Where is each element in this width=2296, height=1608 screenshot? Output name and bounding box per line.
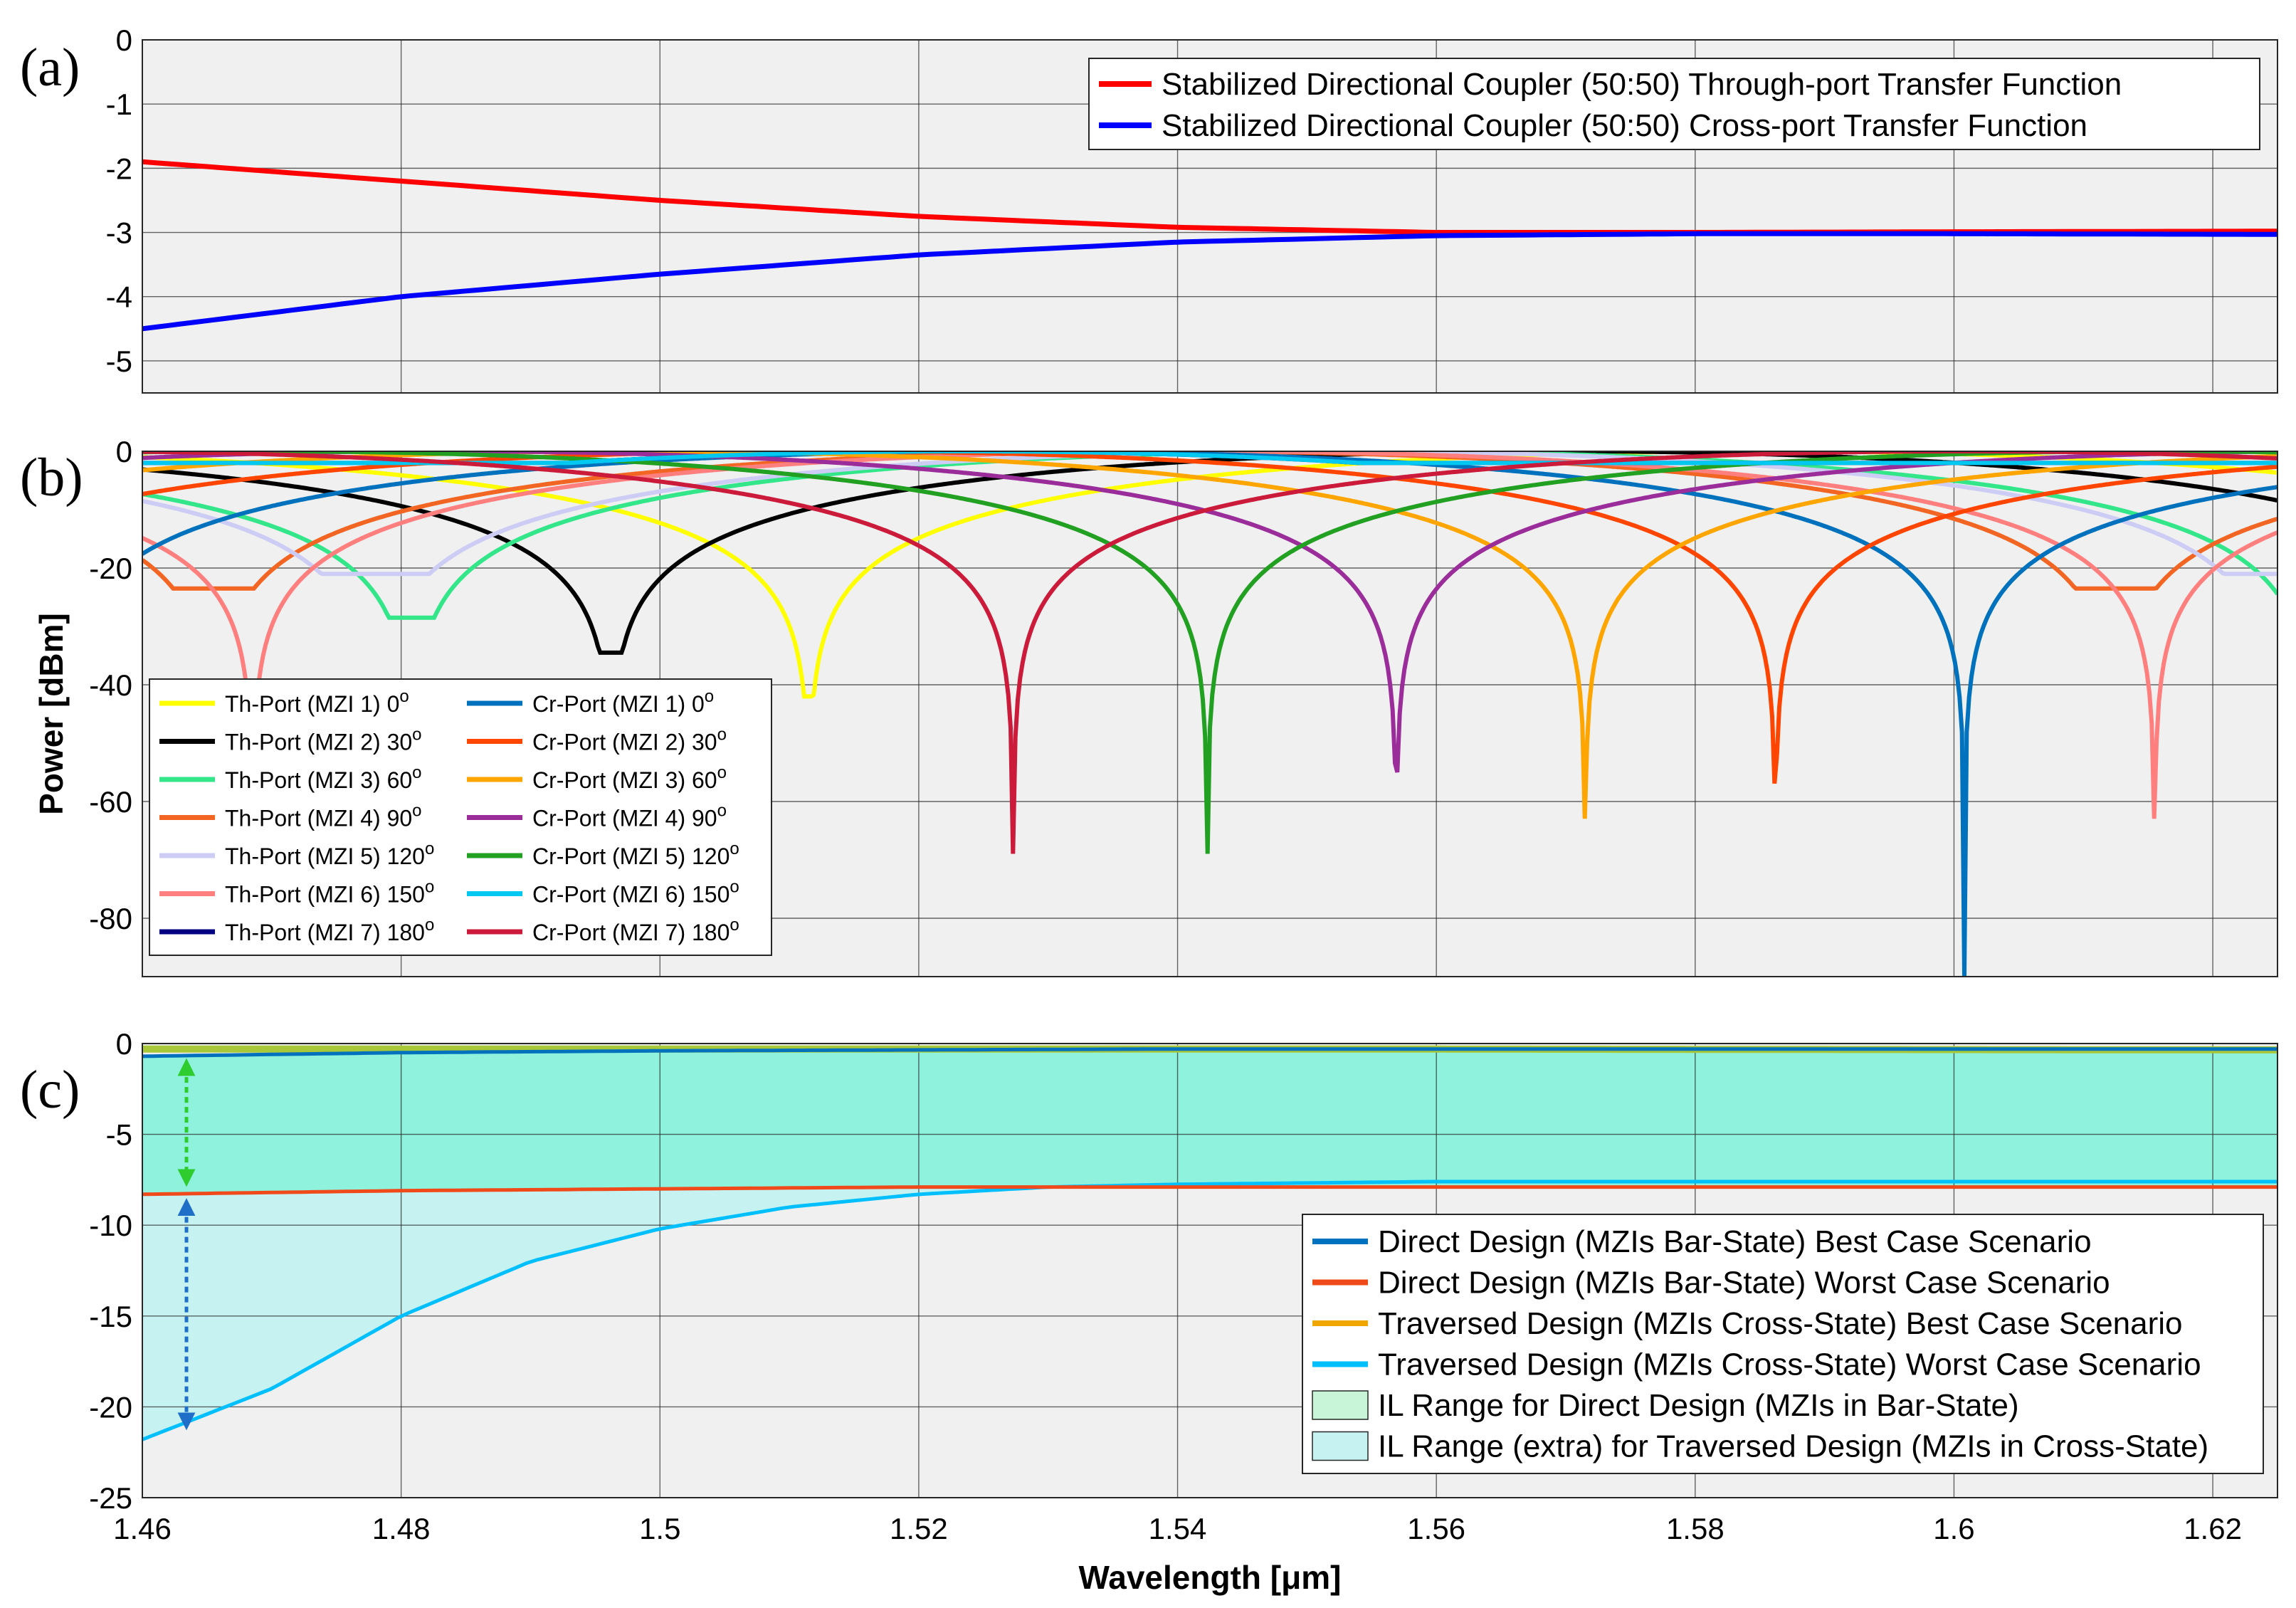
panel-c-legend-swatch (1312, 1390, 1369, 1420)
panel-b-legend-label: Cr-Port (MZI 2) 30o (532, 725, 727, 755)
panel-b-series-line (142, 451, 2277, 819)
panel-b-curves (142, 451, 2277, 977)
panel-a-ytick-label: -2 (106, 152, 132, 185)
panel-b-legend-label: Cr-Port (MZI 3) 60o (532, 763, 727, 793)
panel-c-xtick-label: 1.62 (2184, 1512, 2242, 1545)
panel-c-legend-label: IL Range for Direct Design (MZIs in Bar-… (1378, 1388, 2019, 1423)
panel-c-xtick-label: 1.52 (890, 1512, 948, 1545)
panel-b-chart: 0 -20 -40 -60 -80 Power [dBm] Th-Port (MZI 1) … (33, 435, 2278, 977)
panel-c-legend-label: Traversed Design (MZIs Cross-State) Wors… (1378, 1347, 2201, 1382)
panel-a-axes-box (142, 39, 2278, 394)
panel-b-legend-box (149, 678, 772, 956)
panel-b-legend-label: Th-Port (MZI 1) 0o (225, 687, 409, 717)
panel-a-ytick-label: -4 (106, 280, 132, 314)
panel-b-legend-degree: o (717, 802, 727, 821)
panel-b-legend-degree: o (730, 915, 739, 935)
panel-b-legend-label: Cr-Port (MZI 1) 0o (532, 687, 714, 717)
panel-b-ytick-label: -60 (89, 785, 132, 819)
panel-c-fill-traversed-range (142, 1182, 2277, 1440)
panel-b-legend-label: Cr-Port (MZI 7) 180o (532, 915, 739, 945)
panel-label-c: (c) (20, 1060, 80, 1120)
panel-c-series-line (142, 1047, 2277, 1058)
panel-c-chart: 0 -5 -10 -15 -20 -251.46 1.48 1.5 1.52 1.54 1.56 1.… (89, 1027, 2278, 1596)
panel-c-legend-label: Direct Design (MZIs Bar-State) Worst Cas… (1378, 1266, 2110, 1300)
panel-b-legend-label: Th-Port (MZI 6) 150o (225, 878, 434, 908)
panel-c-ytick-label: 0 (116, 1027, 132, 1061)
panel-a-ytick-label: -3 (106, 216, 132, 250)
panel-b-legend-label: Th-Port (MZI 3) 60o (225, 763, 422, 793)
panel-c-ytick-label: -15 (89, 1300, 132, 1333)
panel-b-legend-degree: o (730, 878, 739, 897)
panel-c-legend-label: Traversed Design (MZIs Cross-State) Best… (1378, 1306, 2183, 1341)
panel-b-series-line (142, 451, 2277, 784)
panel-c-xtick-label: 1.5 (639, 1512, 680, 1545)
panel-b-series-line (142, 451, 2277, 854)
panel-a-legend-label: Stabilized Directional Coupler (50:50) C… (1162, 108, 2087, 143)
panel-b-legend-degree: o (412, 802, 421, 821)
panel-c-legend-label: Direct Design (MZIs Bar-State) Best Case… (1378, 1224, 2092, 1259)
panel-b-legend-degree: o (730, 839, 739, 858)
panel-c-ytick-label: -20 (89, 1390, 132, 1424)
panel-b-ytick-label: 0 (116, 435, 132, 468)
panel-c-ytick-label: -25 (89, 1481, 132, 1515)
panel-b-ytick-label: -40 (89, 668, 132, 702)
panel-b-legend-degree: o (425, 839, 434, 858)
panel-b-legend-label: Th-Port (MZI 2) 30o (225, 725, 422, 755)
panel-b-legend-degree: o (717, 763, 727, 782)
panel-a-ytick-label: 0 (116, 23, 132, 57)
panel-c-xtick-label: 1.6 (1933, 1512, 1974, 1545)
panel-b-legend-degree: o (412, 763, 421, 782)
panel-label-a: (a) (20, 38, 80, 98)
panel-b-legend-degree: o (425, 915, 434, 935)
panel-c-fill-direct-range (142, 1049, 2277, 1194)
panel-b-legend-degree: o (425, 878, 434, 897)
panel-c-legend-swatch (1312, 1431, 1369, 1461)
panel-c-axes-box (142, 1043, 2278, 1498)
panel-b-ytick-label: -20 (89, 552, 132, 585)
panel-b-legend-label: Th-Port (MZI 5) 120o (225, 839, 434, 869)
panel-b-legend-label: Th-Port (MZI 7) 180o (225, 915, 434, 945)
panel-a-legend-label: Stabilized Directional Coupler (50:50) T… (1162, 67, 2122, 102)
panel-c-xtick-label: 1.56 (1407, 1512, 1465, 1545)
panel-b-legend-degree: o (399, 687, 409, 706)
panel-b-legend-degree: o (717, 725, 727, 745)
panel-c-legend-box (1302, 1214, 2264, 1474)
panel-b-legend-label: Th-Port (MZI 4) 90o (225, 802, 422, 831)
panel-c-xtick-label: 1.58 (1666, 1512, 1724, 1545)
panel-a-legend-box (1088, 58, 2260, 150)
panel-b-legend-label: Cr-Port (MZI 4) 90o (532, 802, 727, 831)
panel-c-ytick-label: -5 (106, 1118, 132, 1152)
panel-b-ytick-label: -80 (89, 902, 132, 935)
panel-c-xtick-label: 1.54 (1149, 1512, 1207, 1545)
panel-b-axes-box (142, 451, 2278, 977)
panel-b-ylabel: Power [dBm] (33, 613, 70, 815)
panel-c-xtick-label: 1.48 (372, 1512, 431, 1545)
panel-label-b: (b) (20, 448, 83, 508)
panel-c-xtick-label: 1.46 (113, 1512, 172, 1545)
panel-b-legend-label: Cr-Port (MZI 5) 120o (532, 839, 739, 869)
panel-c-ytick-label: -10 (89, 1209, 132, 1242)
panel-b-legend-degree: o (412, 725, 421, 745)
panel-c-legend-label: IL Range (extra) for Traversed Design (M… (1378, 1429, 2208, 1464)
panel-c-series-line (142, 1185, 2277, 1197)
panel-c-xlabel: Wavelength [μm] (1079, 1559, 1342, 1596)
panel-b-series-line (142, 451, 2277, 466)
panel-a-ytick-label: -1 (106, 88, 132, 121)
panel-a-chart: 0 -1 -2 -3 -4 -5 Stabilized Directional Couple… (106, 23, 2278, 394)
panel-a-ytick-label: -5 (106, 345, 132, 378)
panel-c-series-line (142, 1179, 2277, 1441)
panel-a-series-line (142, 231, 2278, 332)
panel-b-legend-label: Cr-Port (MZI 6) 150o (532, 878, 739, 908)
panel-b-legend-degree: o (705, 687, 714, 706)
